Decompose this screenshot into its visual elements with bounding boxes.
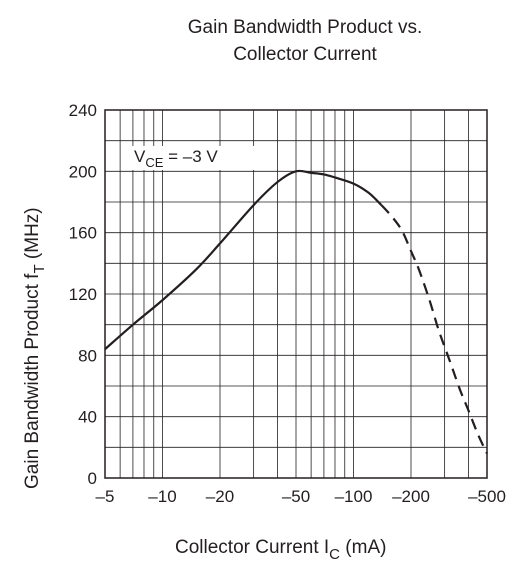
y-tick-label: 0 xyxy=(88,469,97,488)
x-axis-label-sub: C xyxy=(329,546,340,561)
y-axis-label-main: Gain Bandwidth Product f xyxy=(22,273,43,489)
series-line-solid xyxy=(104,169,383,351)
x-tick-label: –50 xyxy=(282,487,310,506)
y-tick-label: 200 xyxy=(69,162,97,181)
vce-annotation-sub: CE xyxy=(145,155,163,170)
y-axis-label-sub: T xyxy=(31,264,48,273)
chart-title: Gain Bandwidth Product vs. Collector Cur… xyxy=(110,14,500,68)
y-tick-label: 40 xyxy=(78,408,97,427)
y-tick-label: 120 xyxy=(69,285,97,304)
annotation-background xyxy=(130,146,258,170)
y-tick-label: 240 xyxy=(69,101,97,120)
chart-title-line-1: Gain Bandwidth Product vs. xyxy=(187,17,423,38)
vce-annotation-rest: = –3 V xyxy=(163,147,218,166)
vce-annotation: VCE = –3 V xyxy=(134,147,218,170)
y-axis-label-unit: (MHz) xyxy=(22,207,43,264)
y-axis-label: Gain Bandwidth Product fT (MHz) xyxy=(22,207,48,489)
x-tick-label: –200 xyxy=(392,487,430,506)
x-axis-label: Collector Current IC (mA) xyxy=(175,537,386,561)
chart-title-line-2: Collector Current xyxy=(233,44,377,65)
y-tick-labels: 0 40 80 120 160 200 240 xyxy=(69,101,97,488)
x-tick-labels: –5 –10 –20 –50 –100 –200 –500 xyxy=(96,487,506,506)
x-tick-label: –10 xyxy=(148,487,176,506)
x-tick-label: –20 xyxy=(206,487,234,506)
x-axis-label-unit: (mA) xyxy=(340,537,386,558)
x-axis-label-main: Collector Current I xyxy=(175,537,329,558)
x-tick-label: –5 xyxy=(96,487,115,506)
y-tick-label: 80 xyxy=(78,346,97,365)
series-line-dashed xyxy=(380,204,488,454)
x-tick-label: –100 xyxy=(335,487,373,506)
plot-frame xyxy=(104,109,488,479)
y-tick-label: 160 xyxy=(69,224,97,243)
x-tick-label: –500 xyxy=(468,487,506,506)
vce-annotation-main: V xyxy=(134,147,146,166)
series-group xyxy=(104,169,488,454)
